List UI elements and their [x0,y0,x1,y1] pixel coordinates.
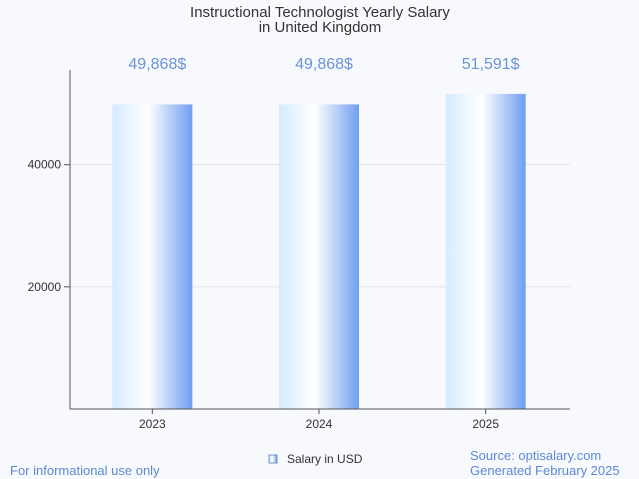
legend[interactable]: Salary in USD [268,452,363,466]
legend-label: Salary in USD [287,452,363,466]
y-tick-label: 20000 [28,280,62,294]
bar-2023[interactable] [112,104,193,409]
x-tick-label: 2025 [472,417,499,431]
x-tick-labels: 2023 2024 2025 [139,409,499,431]
footer-generated: Generated February 2025 [470,463,620,478]
bars [112,93,526,410]
x-tick-label: 2024 [306,417,333,431]
footer-source[interactable]: Source: optisalary.com [470,448,601,463]
bar-2024[interactable] [279,104,359,409]
data-labels: 49,868$ 49,868$ 51,591$ [128,56,519,73]
footer-disclaimer: For informational use only [10,463,160,478]
chart-title-line-2: in United Kingdom [259,19,382,36]
y-tick-labels: 20000 40000 [28,158,70,294]
data-label-2024: 49,868$ [295,56,353,73]
x-tick-label: 2023 [139,417,166,431]
chart-title-line-1: Instructional Technologist Yearly Salary [190,4,450,21]
bar-2025[interactable] [445,93,526,410]
data-label-2023: 49,868$ [128,56,186,73]
y-tick-label: 40000 [28,158,62,172]
data-label-2025: 51,591$ [462,56,520,73]
legend-swatch [268,454,278,464]
